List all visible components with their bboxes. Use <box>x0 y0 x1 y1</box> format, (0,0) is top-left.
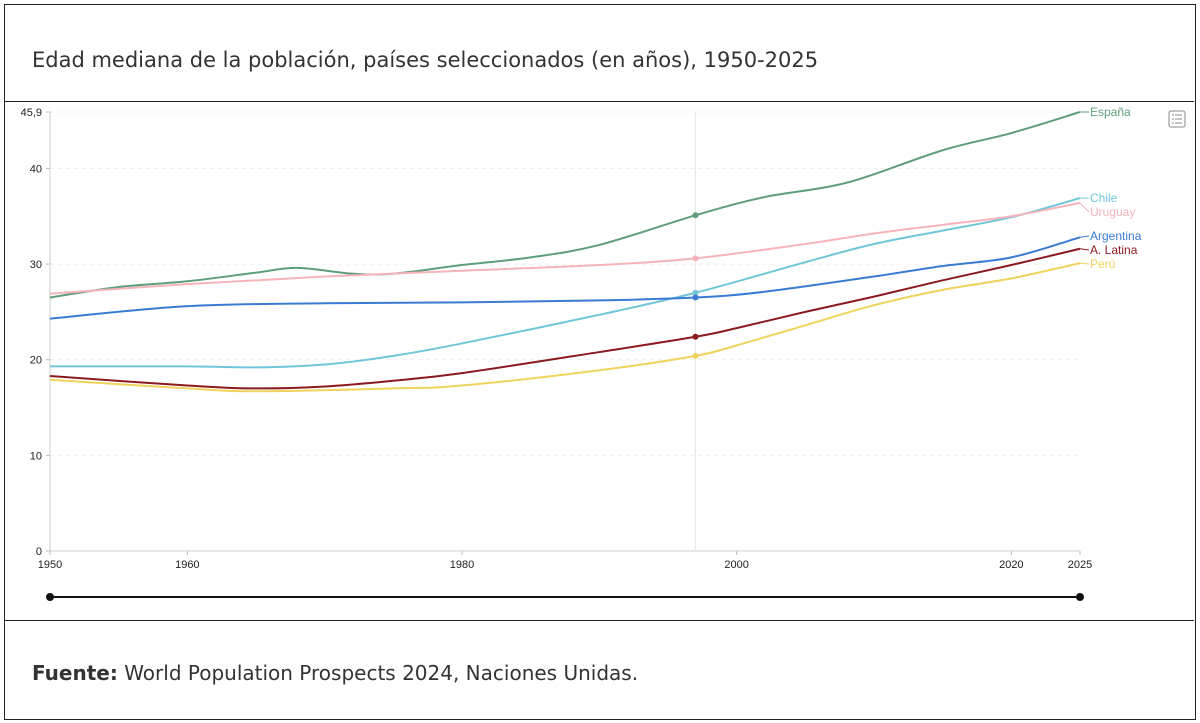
x-tick-label: 2000 <box>724 559 748 571</box>
series-label: España <box>1090 105 1131 119</box>
range-slider-start-handle[interactable] <box>46 593 54 601</box>
source-text: World Population Prospects 2024, Nacione… <box>117 661 639 685</box>
hover-marker[interactable] <box>692 212 699 219</box>
chart-frame <box>4 4 1196 720</box>
y-tick-label: 45,9 <box>21 107 42 119</box>
title-box: Edad mediana de la población, países sel… <box>4 4 1194 102</box>
x-tick-label: 2025 <box>1068 559 1092 571</box>
series-label: Chile <box>1090 191 1118 205</box>
series-line-3[interactable] <box>49 236 1081 320</box>
hover-marker[interactable] <box>692 289 699 296</box>
y-tick-label: 30 <box>30 259 42 271</box>
chart-title: Edad mediana de la población, países sel… <box>32 48 819 72</box>
y-tick-label: 40 <box>30 163 42 175</box>
range-slider-end-handle[interactable] <box>1076 593 1084 601</box>
hover-marker[interactable] <box>692 294 699 301</box>
series-line-2[interactable] <box>49 201 1081 295</box>
series-line-5[interactable] <box>49 262 1081 393</box>
x-tick-label: 1950 <box>38 559 62 571</box>
series-label-connector <box>1079 262 1090 265</box>
footer-box: Fuente: World Population Prospects 2024,… <box>4 620 1194 719</box>
hover-marker[interactable] <box>692 333 699 340</box>
series-label: A. Latina <box>1090 243 1138 257</box>
source-note: Fuente: World Population Prospects 2024,… <box>32 661 638 685</box>
series-line-0[interactable] <box>49 111 1081 299</box>
data-table-icon[interactable] <box>1168 110 1186 128</box>
y-tick-label: 10 <box>30 450 42 462</box>
series-line-1[interactable] <box>49 197 1081 369</box>
series-label-connector <box>1079 202 1090 213</box>
x-tick-label: 2020 <box>999 559 1023 571</box>
chart-svg[interactable]: 0 10 20 30 40 45,9 1950 1960 1980 2000 2020 2025 Esp… <box>0 0 1200 620</box>
x-tick-label: 1960 <box>175 559 199 571</box>
hover-marker[interactable] <box>692 255 699 262</box>
series-label: Argentina <box>1090 229 1142 243</box>
series-line-4[interactable] <box>49 247 1081 390</box>
series-label: Uruguay <box>1090 205 1135 219</box>
hover-marker[interactable] <box>692 352 699 359</box>
y-tick-label: 0 <box>36 546 42 558</box>
source-label: Fuente: <box>32 661 118 685</box>
y-tick-label: 20 <box>30 355 42 367</box>
series-label-connector <box>1079 248 1090 251</box>
series-label: Perú <box>1090 257 1115 271</box>
series-label-connector <box>1079 235 1090 238</box>
x-tick-label: 1980 <box>450 559 474 571</box>
